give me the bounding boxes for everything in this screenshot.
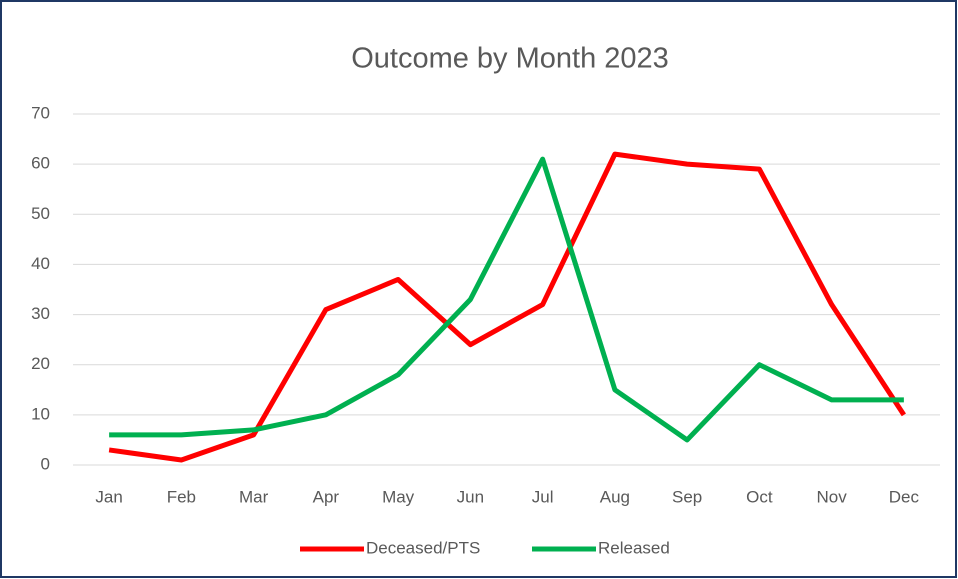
y-tick-label: 50 [31, 204, 50, 223]
x-tick-label: Oct [746, 487, 773, 506]
y-tick-label: 70 [31, 103, 50, 122]
data-line [108, 151, 906, 463]
x-tick-label: Jul [532, 487, 554, 506]
x-tick-label: Dec [889, 487, 920, 506]
x-tick-label: Nov [817, 487, 848, 506]
legend-label: Deceased/PTS [366, 538, 480, 557]
chart-title: Outcome by Month 2023 [351, 43, 669, 75]
y-tick-label: 20 [31, 354, 50, 373]
data-line [109, 156, 904, 443]
x-tick-label: Apr [313, 487, 340, 506]
x-tick-label: May [382, 487, 415, 506]
legend-label: Released [598, 538, 670, 557]
x-tick-label: Jun [457, 487, 484, 506]
y-tick-label: 30 [31, 304, 50, 323]
x-tick-label: Aug [600, 487, 630, 506]
x-tick-label: Sep [672, 487, 702, 506]
y-tick-label: 10 [31, 404, 50, 423]
x-tick-label: Mar [239, 487, 269, 506]
x-tick-label: Jan [95, 487, 122, 506]
y-tick-label: 0 [41, 454, 50, 473]
y-tick-label: 60 [31, 154, 50, 173]
x-tick-label: Feb [167, 487, 196, 506]
y-tick-label: 40 [31, 254, 50, 273]
